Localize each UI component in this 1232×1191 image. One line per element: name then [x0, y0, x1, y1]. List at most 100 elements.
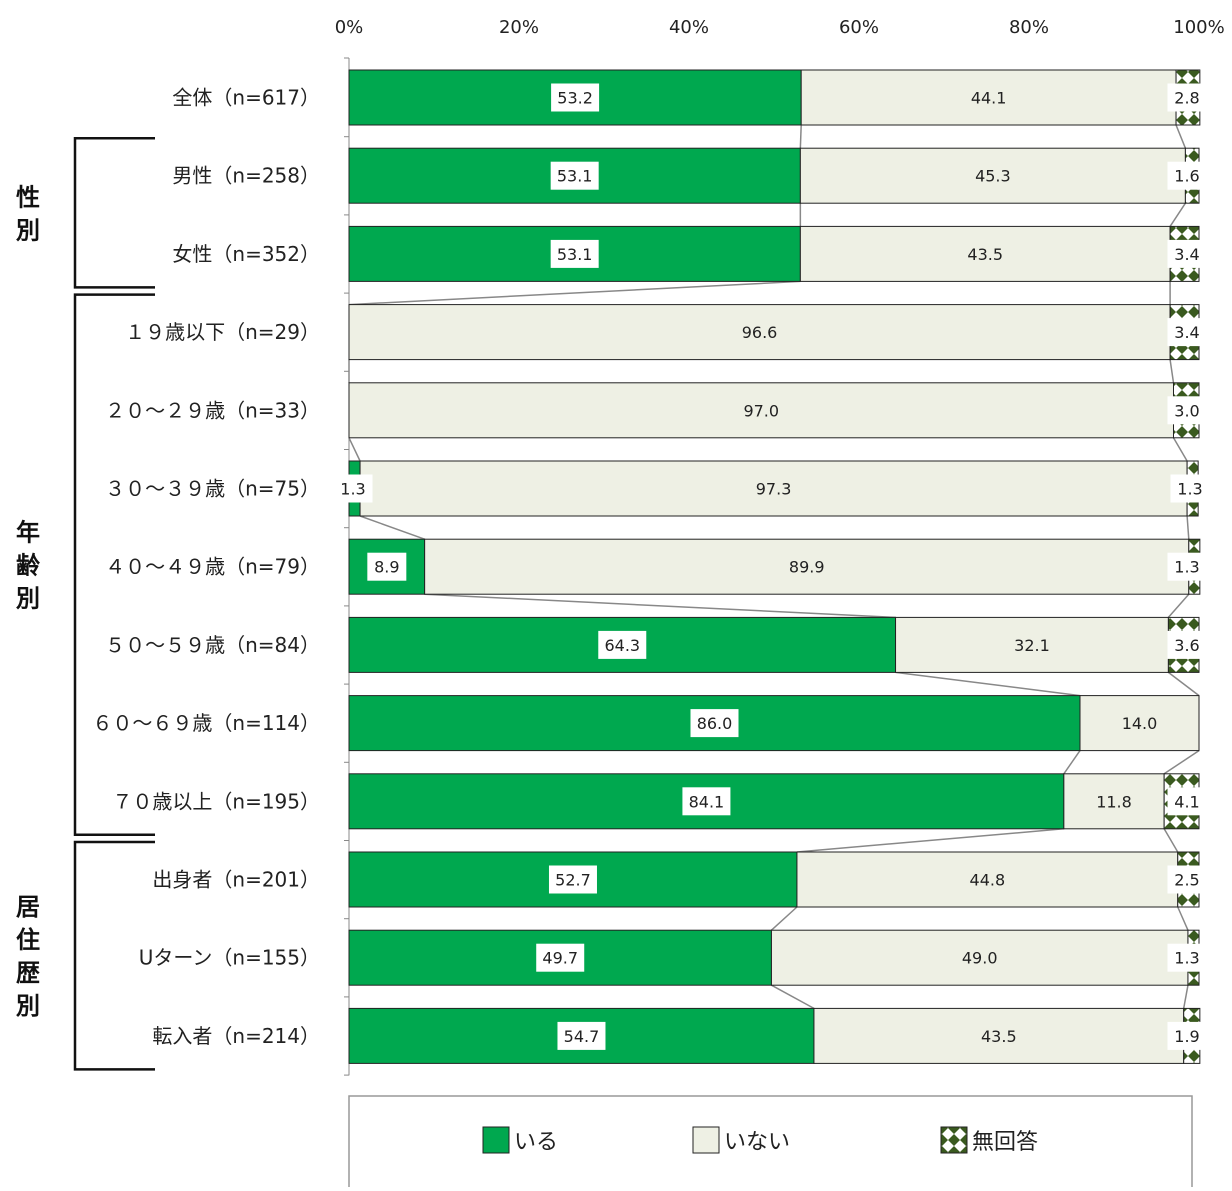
data-label-bg — [550, 239, 599, 268]
data-label-bg — [1167, 865, 1207, 894]
x-tick-label: 60% — [839, 17, 879, 38]
x-tick-label: 80% — [1009, 17, 1049, 38]
group-label-char: 住 — [16, 926, 40, 954]
series-line — [1063, 750, 1081, 775]
category-label: 女性（n=352） — [172, 242, 320, 266]
data-label: 45.3 — [975, 167, 1011, 186]
category-label: ６０～６９歳（n=114） — [92, 711, 320, 735]
category-label: ３０～３９歳（n=75） — [105, 477, 320, 501]
bar-segment-inai — [424, 538, 1190, 595]
series-line — [1182, 985, 1189, 1009]
category-label: １９歳以下（n=29） — [125, 320, 320, 344]
bar-segment-inai — [770, 929, 1189, 986]
series-line — [359, 515, 425, 540]
series-line — [770, 906, 798, 931]
data-label-bg — [1167, 943, 1207, 972]
data-label: 86.0 — [697, 714, 733, 733]
series-line — [348, 437, 361, 462]
bar-segment-inai — [799, 147, 1186, 204]
group-label-char: 別 — [16, 992, 40, 1020]
data-label: 97.0 — [743, 401, 779, 420]
series-line — [1177, 906, 1189, 931]
data-label: 54.7 — [564, 1027, 600, 1046]
group-label-char: 性 — [16, 183, 40, 211]
data-label: 3.4 — [1174, 245, 1199, 264]
data-label: 3.6 — [1174, 636, 1199, 655]
bar-segment-inai — [348, 382, 1174, 439]
legend-swatch — [940, 1126, 968, 1154]
group-label-char: 居 — [16, 893, 40, 921]
data-label-bg — [1167, 83, 1207, 112]
bar-segment-inai — [348, 304, 1171, 361]
data-label: 49.7 — [542, 949, 578, 968]
data-label-bg — [1170, 474, 1210, 503]
group-label-char: 別 — [16, 585, 40, 613]
series-line — [348, 280, 801, 306]
series-line — [1163, 828, 1179, 853]
category-label: 出身者（n=201） — [152, 868, 320, 892]
data-label-bg — [1167, 1021, 1207, 1050]
data-label: 53.1 — [557, 167, 593, 186]
bar-segment-inai — [800, 69, 1177, 126]
data-label-bg — [557, 1021, 606, 1050]
data-label-bg — [1167, 318, 1207, 347]
data-label-bg — [1167, 552, 1207, 581]
series-line — [1186, 515, 1190, 540]
group-bracket — [73, 293, 155, 837]
legend-label: いる — [514, 1130, 558, 1155]
x-tick-label: 20% — [499, 17, 539, 38]
group-label-char: 別 — [16, 216, 40, 244]
x-tick-label: 0% — [335, 17, 364, 38]
data-label: 2.5 — [1174, 871, 1199, 890]
series-line — [424, 593, 896, 619]
category-label: 男性（n=258） — [172, 164, 320, 188]
data-label: 89.9 — [789, 558, 825, 577]
data-label: 3.4 — [1174, 323, 1199, 342]
data-label: 14.0 — [1122, 714, 1158, 733]
data-label-bg — [1167, 396, 1207, 425]
data-label: 53.2 — [557, 89, 593, 108]
x-tick-label: 40% — [669, 17, 709, 38]
data-label: 11.8 — [1096, 792, 1132, 811]
data-label: 49.0 — [962, 949, 998, 968]
series-line — [1172, 437, 1188, 462]
data-label: 97.3 — [756, 480, 792, 499]
legend-label: 無回答 — [972, 1130, 1038, 1155]
data-label: 8.9 — [374, 558, 399, 577]
data-label-bg — [536, 943, 585, 972]
group-label-char: 齢 — [16, 552, 41, 580]
group-bracket — [73, 840, 155, 1071]
group-label-char: 年 — [16, 519, 40, 547]
data-label-bg — [550, 161, 599, 190]
series-line — [796, 828, 1064, 853]
series-line — [771, 984, 815, 1010]
data-label-bg — [1167, 239, 1207, 268]
data-label: 1.3 — [1177, 480, 1202, 499]
data-label: 4.1 — [1174, 792, 1199, 811]
bar-segment-inai — [359, 460, 1188, 517]
data-label-bg — [333, 474, 373, 503]
data-label: 1.3 — [1174, 558, 1199, 577]
bar-segment-inai — [796, 851, 1179, 908]
data-label: 43.5 — [981, 1027, 1017, 1046]
series-line — [1169, 359, 1175, 383]
data-label: 52.7 — [555, 871, 591, 890]
group-label-char: 歴 — [16, 959, 40, 987]
series-line — [799, 124, 802, 149]
series-line — [1163, 749, 1200, 775]
data-label-bg — [598, 630, 647, 659]
data-label-bg — [551, 83, 600, 112]
x-tick-label: 100% — [1173, 17, 1224, 38]
data-label: 32.1 — [1014, 636, 1050, 655]
data-label-bg — [1167, 630, 1207, 659]
data-label-bg — [367, 552, 407, 581]
data-label: 44.8 — [970, 871, 1006, 890]
data-label: 53.1 — [557, 245, 593, 264]
data-label: 1.9 — [1174, 1027, 1199, 1046]
data-label-bg — [690, 709, 739, 738]
bar-segment-inai — [813, 1007, 1185, 1064]
data-label: 3.0 — [1174, 401, 1199, 420]
data-label-bg — [1167, 787, 1207, 816]
data-label: 1.6 — [1174, 167, 1199, 186]
